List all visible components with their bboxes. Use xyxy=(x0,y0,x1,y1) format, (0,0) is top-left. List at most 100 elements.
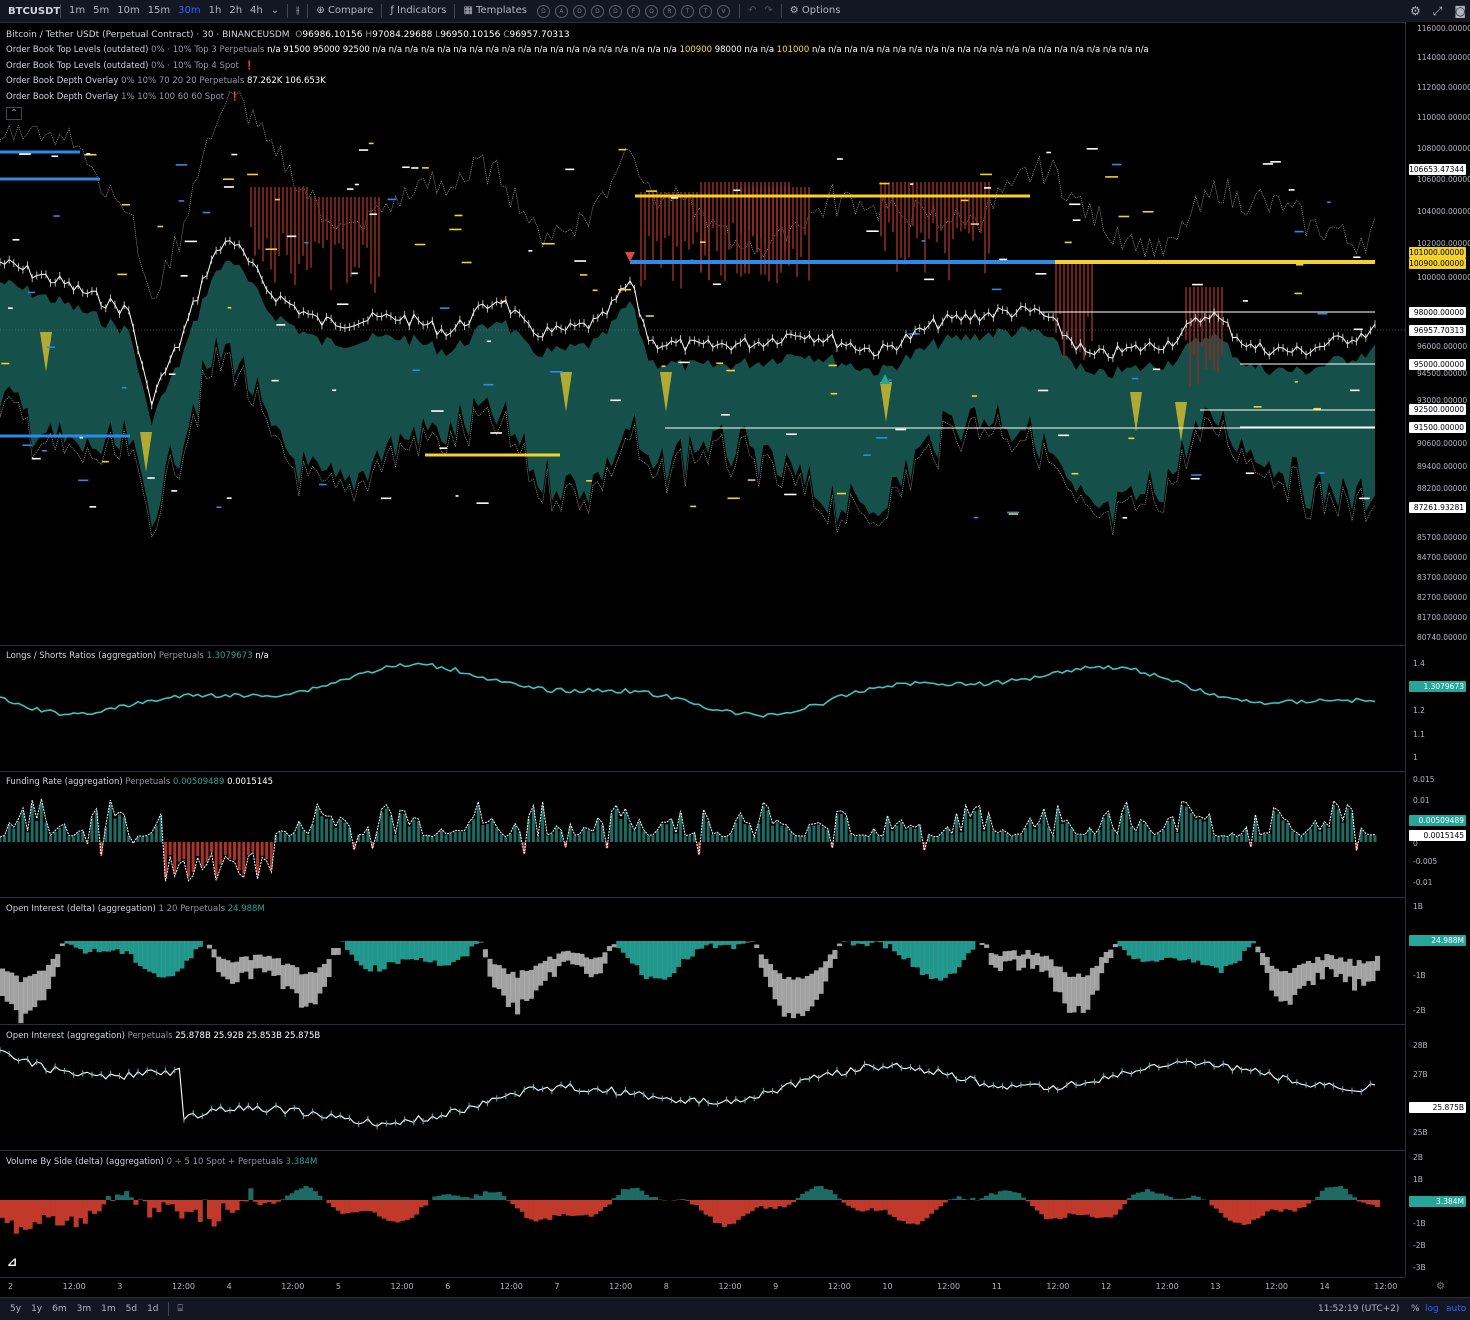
interval-4h[interactable]: 4h xyxy=(246,0,267,22)
compare-button[interactable]: ⊕ Compare xyxy=(312,0,377,22)
volume-side-bar xyxy=(809,1189,814,1200)
auto-toggle[interactable]: auto xyxy=(1441,1304,1470,1314)
volume-side-bar xyxy=(731,1200,736,1224)
hotkey-button[interactable]: D xyxy=(537,5,550,18)
range-5y[interactable]: 5y xyxy=(5,1304,26,1314)
order-dash xyxy=(999,259,1007,261)
volume-side-legend[interactable]: Volume By Side (delta) (aggregation) 0 ÷… xyxy=(6,1157,317,1167)
hotkey-button[interactable]: D xyxy=(591,5,604,18)
oi-delta-bar xyxy=(1094,966,1099,991)
interval-1h[interactable]: 1h xyxy=(205,0,226,22)
interval-2h[interactable]: 2h xyxy=(225,0,246,22)
interval-10m[interactable]: 10m xyxy=(113,0,143,22)
indicator-legend-1[interactable]: Order Book Top Levels (outdated) 0% · 10… xyxy=(6,45,1149,55)
error-icon[interactable]: ❗ xyxy=(242,61,255,71)
order-dash xyxy=(1353,256,1360,258)
range-3m[interactable]: 3m xyxy=(72,1304,97,1314)
indicator-legend-2[interactable]: Order Book Top Levels (outdated) 0% · 10… xyxy=(6,61,255,71)
volume-side-bar xyxy=(745,1200,750,1214)
order-dash xyxy=(1254,406,1262,408)
templates-button[interactable]: ▦ Templates xyxy=(459,0,530,22)
range-1d[interactable]: 1d xyxy=(142,1304,163,1314)
main-series-legend[interactable]: Bitcoin / Tether USDt (Perpetual Contrac… xyxy=(6,30,570,40)
error-icon[interactable]: ❗ xyxy=(227,92,240,102)
volume-side-bar xyxy=(1071,1200,1076,1214)
time-axis[interactable] xyxy=(0,1277,1405,1298)
order-dash xyxy=(786,433,797,435)
oi-delta-bar xyxy=(612,944,617,947)
pane-separator[interactable] xyxy=(0,645,1405,646)
pane-separator[interactable] xyxy=(0,1150,1405,1151)
range-1y[interactable]: 1y xyxy=(26,1304,47,1314)
chevron-down-icon[interactable]: ⌄ xyxy=(267,0,283,22)
volume-side-bar xyxy=(239,1200,244,1201)
oi-tick: 27B xyxy=(1413,1070,1428,1079)
oi-delta-bar xyxy=(368,941,373,971)
function-icon: ƒ xyxy=(390,5,394,16)
pane-separator[interactable] xyxy=(0,771,1405,772)
range-6m[interactable]: 6m xyxy=(47,1304,72,1314)
oi-legend[interactable]: Open Interest (aggregation) Perpetuals 2… xyxy=(6,1031,320,1041)
hotkey-button[interactable]: A xyxy=(555,5,568,18)
order-dash xyxy=(1327,201,1331,203)
grid-icon: ▦ xyxy=(463,5,472,16)
options-button[interactable]: ⚙ Options xyxy=(786,0,845,22)
ls-ratio-legend[interactable]: Longs / Shorts Ratios (aggregation) Perp… xyxy=(6,651,269,661)
volume-side-bar xyxy=(570,1200,575,1216)
hotkey-button[interactable]: T xyxy=(681,5,694,18)
ask-wall-bar xyxy=(660,192,662,268)
candles-icon[interactable]: ⫲ xyxy=(292,0,303,22)
order-dash xyxy=(80,437,83,439)
oi-delta-bar xyxy=(414,941,419,960)
hotkey-button[interactable]: R xyxy=(663,5,676,18)
redo-icon[interactable]: ↷ xyxy=(760,0,776,22)
collapse-legend-button[interactable]: ⌃ xyxy=(6,107,22,120)
hotkey-button[interactable]: Q xyxy=(645,5,658,18)
volume-side-bar xyxy=(414,1200,419,1215)
hotkey-button[interactable]: D xyxy=(609,5,622,18)
pane-separator[interactable] xyxy=(0,897,1405,898)
interval-30m[interactable]: 30m xyxy=(174,0,204,22)
hotkey-button[interactable]: V xyxy=(717,5,730,18)
chart-canvas[interactable] xyxy=(0,22,1405,1277)
funding-rate-legend[interactable]: Funding Rate (aggregation) Perpetuals 0.… xyxy=(6,777,273,787)
indicators-button[interactable]: ƒ Indicators xyxy=(386,0,450,22)
interval-15m[interactable]: 15m xyxy=(144,0,174,22)
volume-side-bar xyxy=(5,1200,10,1223)
camera-icon[interactable]: ◙ xyxy=(1454,4,1466,18)
oi-delta-legend[interactable]: Open Interest (delta) (aggregation) 1 20… xyxy=(6,904,265,914)
fullscreen-icon[interactable]: ⤢ xyxy=(1433,4,1443,19)
ask-wall-bar xyxy=(884,182,886,251)
indicator-legend-3[interactable]: Order Book Depth Overlay 0% 10% 70 20 20… xyxy=(6,76,326,86)
order-dash xyxy=(32,458,41,460)
interval-1m[interactable]: 1m xyxy=(65,0,89,22)
hotkey-button[interactable]: F xyxy=(627,5,640,18)
volume-side-bar xyxy=(855,1200,860,1211)
pane-separator[interactable] xyxy=(0,1024,1405,1025)
oi-delta-bar xyxy=(235,962,240,983)
range-5d[interactable]: 5d xyxy=(121,1304,142,1314)
symbol-search[interactable]: BTCUSDT xyxy=(0,6,56,17)
volume-side-bar xyxy=(1003,1190,1008,1200)
oid-tick: 1B xyxy=(1413,902,1423,911)
oi-delta-bar xyxy=(754,945,759,949)
oi-delta-bar xyxy=(51,959,56,977)
range-1m[interactable]: 1m xyxy=(96,1304,121,1314)
settings-icon[interactable]: ⚙ xyxy=(1410,4,1421,18)
tradingview-logo-icon[interactable]: ⊿ xyxy=(7,1255,17,1269)
oi-delta-bar xyxy=(1347,959,1352,977)
undo-icon[interactable]: ↶ xyxy=(744,0,760,22)
clock[interactable]: 11:52:19 (UTC+2) xyxy=(1313,1304,1404,1314)
order-dash xyxy=(992,289,1002,291)
oi-delta-bar xyxy=(593,958,598,975)
axis-settings-icon[interactable]: ⚙ xyxy=(1436,1281,1445,1292)
interval-5m[interactable]: 5m xyxy=(89,0,113,22)
hotkey-button[interactable]: T xyxy=(699,5,712,18)
indicator-legend-4[interactable]: Order Book Depth Overlay 1% 10% 100 60 6… xyxy=(6,92,240,102)
ask-wall-bar xyxy=(282,187,284,233)
goto-date-icon[interactable]: ⌸ xyxy=(173,1304,188,1314)
hotkey-button[interactable]: D xyxy=(573,5,586,18)
volume-side-bar xyxy=(957,1196,962,1200)
price-tick: 81700.00000 xyxy=(1417,613,1467,622)
order-dash xyxy=(449,229,461,231)
